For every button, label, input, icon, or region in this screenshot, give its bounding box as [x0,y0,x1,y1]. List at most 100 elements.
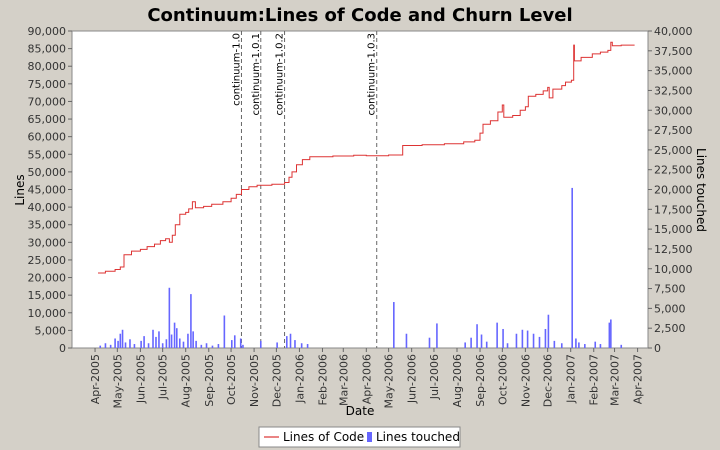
x-tick-label: Aug-2005 [180,354,193,407]
lines-touched-bar [294,340,296,348]
lines-touched-bar [464,342,466,348]
x-tick-label: Oct-2005 [225,354,238,405]
legend-box [258,426,461,448]
left-axis-label: Lines [13,174,27,205]
x-tick-label: Jan-2006 [293,354,306,404]
lines-touched-bar [147,343,150,348]
left-tick-label: 30,000 [28,236,67,249]
lines-touched-bar [306,344,309,348]
lines-touched-bar [538,336,541,348]
lines-touched-bar [133,344,136,348]
release-marker-label: continuum-1.0.3 [367,33,378,115]
right-tick-label: 40,000 [654,25,693,38]
lines-touched-bar [140,340,142,348]
x-tick-label: Mar-2007 [609,354,622,406]
lines-touched-bar [205,343,208,348]
x-tick-label: Oct-2006 [496,354,509,405]
x-tick-label: Sep-2006 [474,354,487,407]
left-y-axis: 0 5,000 10,000 15,000 20,000 25,000 30,000 35,0… [28,25,72,355]
lines-of-code-line [98,41,635,274]
legend-label-lines-of-code: Lines of Code [283,430,364,444]
lines-touched-bar [192,331,194,348]
x-tick-label: Nov-2006 [519,354,532,407]
left-tick-label: 70,000 [28,95,67,108]
legend-label-lines-touched: Lines touched [376,430,460,444]
lines-touched-bar [610,319,612,348]
right-tick-label: 7,500 [654,283,686,296]
right-tick-label: 37,500 [654,45,693,58]
lines-touched-bar [502,328,504,348]
lines-touched-bar [599,344,602,348]
x-tick-label: May-2006 [383,354,396,409]
lines-touched-bar [165,339,168,348]
lines-touched-bar [129,339,131,348]
x-tick-label: Nov-2005 [248,354,261,407]
lines-touched-bar [168,287,171,348]
lines-touched-bar [114,338,116,348]
lines-touched-bar [608,322,611,348]
lines-touched-bar [560,343,563,348]
lines-touched-bar [242,344,244,348]
lines-touched-bar [187,333,189,348]
lines-touched-bar [276,342,278,348]
lines-touched-bar [575,338,577,348]
lines-touched-bar [532,333,535,348]
x-tick-label: Apr-2005 [89,354,102,404]
left-tick-label: 20,000 [28,272,67,285]
lines-touched-bar [99,345,102,348]
left-tick-label: 50,000 [28,166,67,179]
x-tick-label: Aug-2006 [451,354,464,407]
lines-touched-bar [121,329,124,348]
left-tick-label: 0 [59,342,66,355]
lines-touched-bar [571,187,573,348]
lines-touched-bar [233,335,236,348]
lines-touched-bar [553,340,556,348]
lines-touched-bar [578,342,580,348]
right-tick-label: 2,500 [654,322,686,335]
release-marker-label: continuum-1.0.2 [275,33,286,115]
x-axis-label: Date [346,404,375,418]
right-tick-label: 20,000 [654,184,693,197]
x-tick-label: Dec-2006 [542,354,555,407]
left-tick-label: 55,000 [28,148,67,161]
lines-touched-bar [506,343,509,348]
lines-touched-bar [594,341,597,348]
left-tick-label: 65,000 [28,113,67,126]
lines-touched-bar [104,343,107,348]
x-tick-label: Jul-2006 [428,354,441,400]
lines-touched-bar [155,336,157,348]
x-tick-label: Dec-2005 [270,354,283,407]
lines-touched-bar [217,344,220,348]
lines-touched-bar [119,333,122,348]
lines-of-code-series [98,41,635,274]
lines-touched-bar [436,323,438,348]
legend-bar-swatch [367,432,372,442]
left-tick-label: 80,000 [28,60,67,73]
lines-touched-bar [152,329,154,348]
lines-touched-bar [182,341,185,348]
lines-touched-bar [300,343,303,348]
lines-touched-bar [190,294,192,348]
lines-touched-bar [485,341,488,348]
left-tick-label: 45,000 [28,184,67,197]
lines-touched-bar [526,330,529,348]
release-markers: continuum-1.0 continuum-1.0.1 continuum-1.… [231,31,378,348]
lines-touched-bar [285,336,288,348]
x-tick-label: Jun-2005 [134,354,147,404]
left-tick-label: 15,000 [28,289,67,302]
lines-touched-bar [470,337,472,348]
right-y-axis: 0 2,500 5,000 7,500 10,000 12,500 15,000 17,500… [648,25,693,355]
lines-touched-bar [124,342,127,348]
left-tick-label: 90,000 [28,25,67,38]
lines-touched-bar [211,345,214,348]
right-tick-label: 32,500 [654,84,693,97]
lines-touched-bar [515,333,518,348]
left-tick-label: 40,000 [28,201,67,214]
right-tick-label: 30,000 [654,104,693,117]
x-tick-label: Jan-2007 [565,354,578,404]
lines-touched-bar [480,334,483,348]
lines-touched-bars [99,187,623,348]
x-tick-label: Jul-2005 [157,354,170,400]
lines-touched-bar [547,314,550,348]
lines-touched-bar [476,324,478,348]
